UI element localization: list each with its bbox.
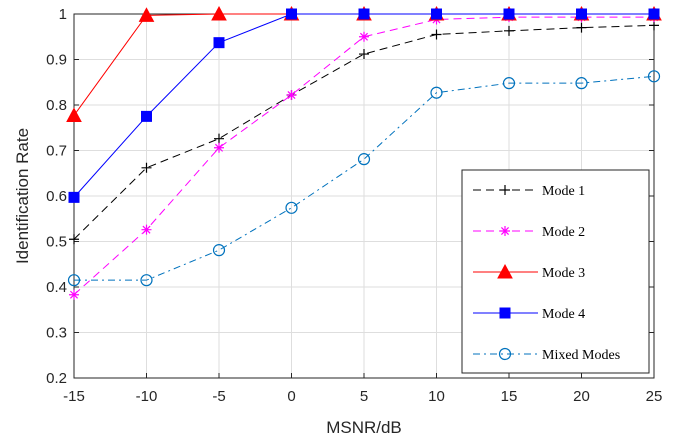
data-point-mode-1	[504, 25, 514, 36]
data-point-mixed-modes	[212, 244, 226, 257]
data-point-mode-4	[213, 37, 225, 49]
legend-marker-mode-4	[499, 307, 511, 319]
y-tick-label: 0.3	[46, 325, 67, 342]
data-point-mode-1	[576, 22, 587, 33]
axis-ticks: -15 -10 -5 0 5 10 15 20 25 0.2 0.3 0.4 0.5 0.6 0.7 0.8 0…	[46, 6, 662, 405]
data-point-mixed-modes	[285, 201, 298, 214]
y-axis-label: Identification Rate	[13, 128, 32, 264]
data-point-mode-2	[359, 31, 369, 42]
data-point-mode-1	[69, 234, 79, 245]
data-point-mode-4	[503, 8, 515, 20]
series-group	[66, 5, 662, 300]
data-point-mode-4	[141, 110, 152, 122]
legend-label-mode-3: Mode 3	[542, 266, 585, 281]
x-tick-label: 0	[287, 388, 295, 405]
data-point-mode-3	[66, 107, 82, 122]
data-point-mode-2	[141, 224, 152, 235]
legend: Mode 1 Mode 2 Mode 3 Mode 4 Mixed Modes	[461, 169, 650, 374]
x-tick-label: -5	[212, 388, 225, 405]
legend-marker-mixed-modes	[498, 347, 512, 361]
data-point-mode-4	[431, 8, 442, 20]
data-point-mixed-modes	[502, 77, 516, 90]
legend-marker-mode-1	[500, 185, 510, 195]
data-point-mode-3	[211, 5, 227, 21]
data-point-mode-4	[576, 8, 587, 20]
series-mode-4	[68, 8, 660, 203]
data-point-mode-1	[431, 29, 442, 40]
x-tick-label: -15	[63, 388, 85, 405]
data-point-mode-3	[138, 7, 155, 22]
data-point-mixed-modes	[647, 70, 661, 83]
y-tick-label: 0.6	[46, 188, 67, 205]
x-tick-label: 25	[646, 388, 663, 405]
y-tick-label: 0.5	[46, 234, 67, 251]
legend-label-mixed-modes: Mixed Modes	[542, 348, 620, 363]
data-point-mixed-modes	[357, 153, 371, 166]
data-point-mode-4	[68, 191, 80, 203]
series-mixed-modes	[67, 70, 661, 287]
data-point-mode-1	[214, 133, 224, 144]
x-tick-label: 15	[501, 388, 518, 405]
legend-label-mode-2: Mode 2	[542, 225, 585, 240]
data-point-mode-4	[358, 8, 370, 20]
data-point-mode-4	[286, 8, 297, 20]
legend-label-mode-4: Mode 4	[542, 307, 585, 322]
legend-marker-mode-3	[497, 263, 513, 279]
legend-label-mode-1: Mode 1	[542, 184, 585, 199]
data-point-mode-4	[648, 8, 660, 20]
x-tick-label: 20	[573, 388, 590, 405]
data-point-mode-2	[69, 289, 79, 300]
data-point-mode-2	[286, 89, 297, 100]
series-line-mode-2	[73, 16, 654, 296]
data-point-mixed-modes	[67, 274, 81, 287]
x-tick-label: 10	[428, 388, 445, 405]
data-point-mixed-modes	[575, 77, 588, 90]
x-tick-label: 5	[360, 388, 368, 405]
data-point-mode-1	[141, 162, 152, 173]
y-tick-label: 0.2	[46, 370, 67, 387]
y-tick-label: 0.8	[46, 97, 67, 114]
data-point-mixed-modes	[140, 274, 153, 287]
y-tick-label: 1	[59, 6, 67, 23]
x-axis-label: MSNR/dB	[326, 418, 402, 437]
y-tick-label: 0.7	[46, 143, 67, 160]
x-tick-label: -10	[136, 388, 158, 405]
data-point-mode-2	[214, 142, 224, 153]
y-tick-label: 0.9	[46, 52, 67, 69]
data-point-mixed-modes	[430, 86, 443, 99]
legend-marker-mode-2	[500, 226, 510, 236]
y-tick-label: 0.4	[46, 279, 67, 296]
data-point-mode-1	[359, 49, 369, 60]
